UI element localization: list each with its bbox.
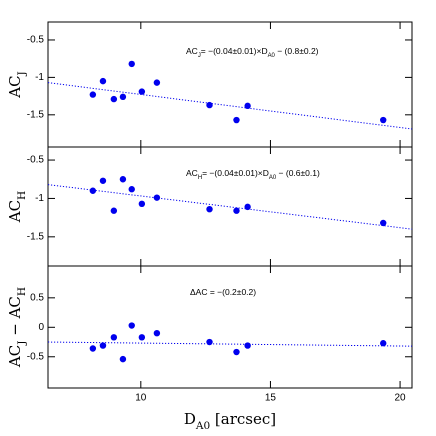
- point: [119, 355, 127, 363]
- point: [99, 342, 107, 349]
- text-part: = −(0.04±0.01)×D: [202, 168, 269, 178]
- point: [244, 203, 251, 211]
- annotation: ACH= −(0.04±0.01)×DA0 − (0.6±0.1): [186, 168, 320, 180]
- point: [119, 93, 127, 101]
- point: [233, 116, 240, 124]
- panel-frame: [47, 265, 413, 389]
- subscript: A0: [268, 53, 276, 59]
- point: [110, 334, 118, 341]
- text-part: − (0.8±0.2): [275, 46, 319, 56]
- y-tick-label: -1.5: [27, 109, 45, 120]
- x-tick-label: 10: [135, 393, 147, 404]
- subscript: H: [16, 287, 28, 296]
- point: [153, 79, 161, 86]
- text-part: AC: [6, 345, 24, 368]
- point: [128, 322, 135, 329]
- annotation: ΔAC = −(0.2±0.2): [190, 287, 256, 297]
- point: [110, 95, 118, 103]
- point: [99, 177, 107, 184]
- text-part: AC: [186, 46, 198, 56]
- panel-frame: [47, 21, 413, 148]
- point: [233, 207, 240, 214]
- y-tick-label: 0.5: [30, 292, 44, 303]
- subscript: J: [198, 53, 201, 59]
- y-tick-label: -0.5: [27, 351, 45, 362]
- point: [138, 200, 146, 208]
- point: [89, 91, 97, 98]
- fit-line: [47, 82, 413, 130]
- point: [89, 345, 97, 352]
- point: [380, 116, 387, 124]
- point: [244, 102, 251, 110]
- text-part: AC: [6, 200, 24, 223]
- point: [110, 207, 118, 214]
- text-part: [arcsec]: [210, 410, 276, 428]
- y-axis-label: ACJ: [6, 71, 28, 99]
- y-tick-label: -1.5: [27, 231, 45, 242]
- point: [138, 334, 146, 341]
- point: [206, 338, 213, 346]
- point: [233, 348, 240, 356]
- y-tick-label: -0.5: [27, 35, 45, 46]
- point: [128, 60, 135, 68]
- point: [206, 205, 213, 213]
- y-tick-label: -1: [35, 72, 44, 83]
- text-part: AC: [186, 168, 198, 178]
- point: [99, 77, 107, 85]
- point: [119, 176, 127, 183]
- subscript: H: [16, 191, 28, 200]
- subscript: A0: [269, 175, 277, 181]
- subscript: J: [16, 71, 28, 76]
- point: [89, 187, 97, 194]
- y-tick-label: 0: [38, 322, 44, 333]
- subscript: H: [198, 175, 202, 181]
- y-axis-label: ACH: [6, 191, 28, 223]
- subscript: A0: [195, 420, 210, 432]
- y-tick-label: -1: [35, 193, 44, 204]
- point: [138, 88, 146, 95]
- point: [244, 342, 251, 349]
- point: [380, 219, 387, 227]
- point: [153, 329, 161, 337]
- point: [153, 194, 161, 201]
- x-tick-label: 20: [395, 393, 407, 404]
- fit-line: [47, 184, 413, 230]
- annotation: ACJ= −(0.04±0.01)×DA0 − (0.8±0.2): [186, 46, 319, 58]
- y-axis-label: ACJ − ACH: [6, 287, 28, 368]
- text-part: ΔAC = −(0.2±0.2): [190, 287, 256, 297]
- x-tick-label: 15: [265, 393, 277, 404]
- point: [380, 340, 387, 347]
- text-part: − AC: [6, 296, 24, 340]
- text-part: AC: [6, 75, 24, 98]
- subscript: J: [16, 341, 28, 346]
- text-part: D: [184, 410, 196, 428]
- fit-line: [47, 341, 413, 347]
- y-tick-label: -0.5: [27, 155, 45, 166]
- point: [206, 101, 213, 109]
- text-part: = −(0.04±0.01)×D: [201, 46, 268, 56]
- text-part: − (0.6±0.1): [276, 168, 320, 178]
- x-axis-label: DA0 [arcsec]: [184, 410, 276, 432]
- point: [128, 186, 135, 193]
